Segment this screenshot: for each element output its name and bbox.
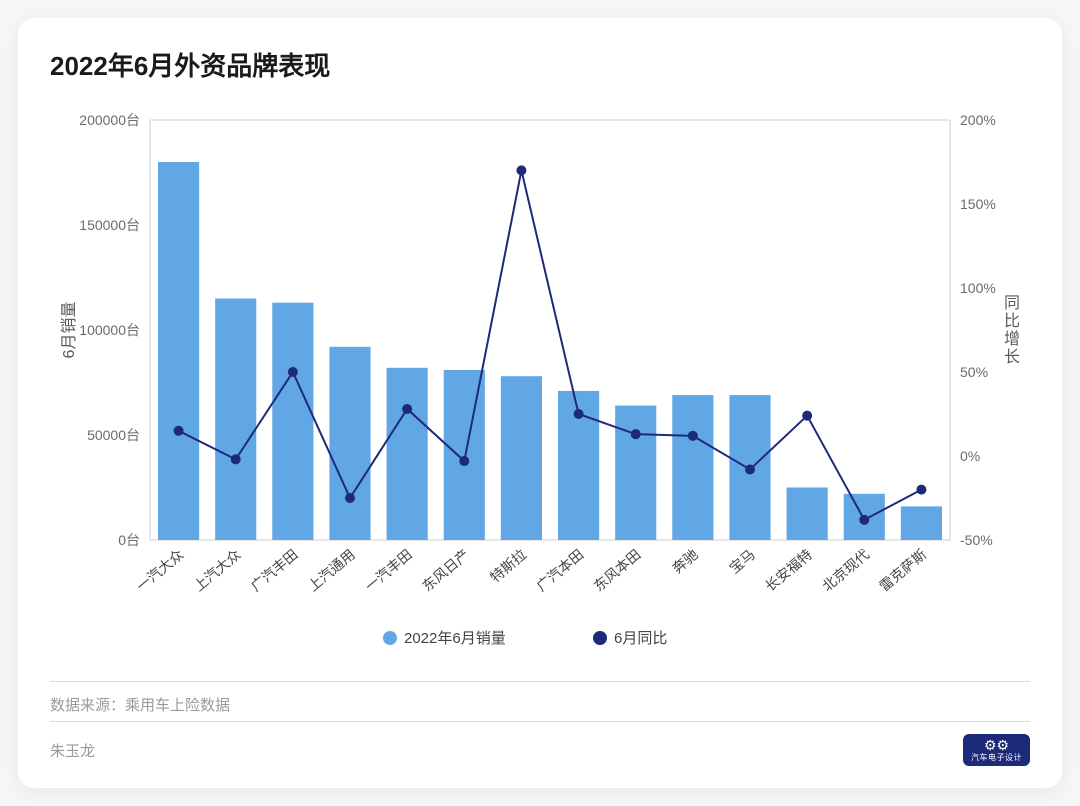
bar	[215, 299, 256, 541]
bar	[387, 368, 428, 540]
bar	[615, 406, 656, 540]
line-marker	[288, 367, 298, 377]
svg-text:长: 长	[1004, 348, 1020, 366]
svg-text:北京现代: 北京现代	[819, 546, 872, 594]
svg-text:上汽大众: 上汽大众	[190, 546, 243, 594]
line-marker	[574, 409, 584, 419]
chart-area: 0台 50000台 100000台 150000台 200000台 -50% 0% 50% 10…	[50, 99, 1030, 681]
svg-text:100%: 100%	[960, 280, 996, 296]
chart-title: 2022年6月外资品牌表现	[50, 46, 1030, 83]
svg-text:200%: 200%	[960, 112, 996, 128]
svg-text:2022年6月销量: 2022年6月销量	[404, 630, 506, 647]
bar	[272, 303, 313, 540]
combo-chart: 0台 50000台 100000台 150000台 200000台 -50% 0% 50% 10…	[50, 99, 1030, 681]
svg-text:-50%: -50%	[960, 532, 993, 548]
svg-text:6月同比: 6月同比	[614, 630, 667, 647]
bar	[787, 488, 828, 541]
line-marker	[402, 404, 412, 414]
bar	[329, 347, 370, 540]
line-marker	[802, 411, 812, 421]
brand-logo: ⚙⚙ 汽车电子设计	[963, 734, 1030, 766]
svg-text:50%: 50%	[960, 364, 988, 380]
svg-text:广汽本田: 广汽本田	[533, 546, 586, 594]
svg-text:100000台: 100000台	[79, 322, 140, 338]
svg-text:一汽丰田: 一汽丰田	[362, 546, 415, 594]
source-label: 数据来源：乘用车上险数据	[50, 694, 230, 715]
svg-text:上汽通用: 上汽通用	[305, 546, 358, 594]
svg-text:0台: 0台	[118, 532, 140, 548]
svg-text:50000台: 50000台	[87, 427, 140, 443]
author-label: 朱玉龙	[50, 740, 95, 761]
line-marker	[631, 429, 641, 439]
logo-text: 汽车电子设计	[971, 754, 1022, 762]
svg-text:广汽丰田: 广汽丰田	[248, 546, 301, 594]
line-marker	[345, 493, 355, 503]
svg-text:奔驰: 奔驰	[669, 546, 701, 576]
bar	[158, 162, 199, 540]
car-icon: ⚙⚙	[984, 738, 1009, 752]
svg-text:比: 比	[1004, 312, 1020, 330]
bar	[672, 395, 713, 540]
svg-text:一汽大众: 一汽大众	[133, 546, 186, 594]
svg-text:雷克萨斯: 雷克萨斯	[876, 546, 929, 594]
svg-text:增: 增	[1004, 330, 1020, 348]
svg-text:宝马: 宝马	[726, 546, 758, 576]
line-marker	[516, 165, 526, 175]
bar	[901, 506, 942, 540]
svg-text:150000台: 150000台	[79, 217, 140, 233]
line-marker	[688, 431, 698, 441]
chart-card: 2022年6月外资品牌表现 0台 50000台 100000台 150000台 2000…	[18, 18, 1062, 788]
bar	[501, 376, 542, 540]
line-marker	[745, 464, 755, 474]
svg-text:150%: 150%	[960, 196, 996, 212]
svg-text:同: 同	[1004, 295, 1020, 312]
author-row: 朱玉龙 ⚙⚙ 汽车电子设计	[50, 721, 1030, 772]
bar	[444, 370, 485, 540]
line-marker	[231, 454, 241, 464]
line-marker	[459, 456, 469, 466]
svg-text:东风日产: 东风日产	[419, 546, 472, 594]
svg-text:特斯拉: 特斯拉	[487, 546, 529, 585]
svg-text:长安福特: 长安福特	[762, 546, 815, 594]
svg-text:0%: 0%	[960, 448, 980, 464]
line-marker	[174, 426, 184, 436]
svg-text:200000台: 200000台	[79, 112, 140, 128]
svg-text:东风本田: 东风本田	[590, 546, 643, 594]
line-marker	[916, 485, 926, 495]
source-row: 数据来源：乘用车上险数据	[50, 681, 1030, 721]
line-marker	[859, 515, 869, 525]
svg-text:6月销量: 6月销量	[60, 302, 78, 359]
